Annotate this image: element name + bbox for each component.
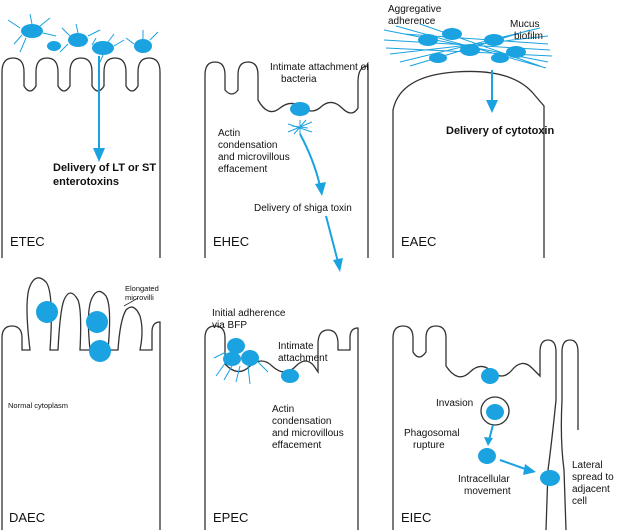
etec-delivery-label: enterotoxins [53,176,119,188]
eaec-bacterium [418,34,438,46]
ehec-actin-pedestal [287,119,313,135]
etec-fimbriae [7,13,159,63]
ehec-panel-name: EHEC [213,234,249,249]
etec-bacteria [7,13,159,63]
etec-bacterium [21,24,43,38]
ehec-attach-label: Intimate attachment of [270,62,369,73]
epec-bacterium [223,352,241,366]
ehec-toxin-arrowhead-2 [333,258,343,272]
eiec-phagosomal-label: Phagosomal [404,428,460,439]
eiec-rupture-arrow [488,424,494,441]
eiec-lateral-label: spread to [572,472,614,483]
ehec-toxin-arrow [299,133,321,187]
panel-ehec: Intimate attachment of bacteria Actin co… [204,61,369,272]
etec-toxin-arrowhead [93,148,105,162]
daec-panel-name: DAEC [9,510,45,525]
daec-microvilli-pointer [123,297,139,307]
daec-cytoplasm-label: Normal cytoplasm [8,401,68,410]
eaec-mucus-label: Mucus [510,19,539,30]
eaec-aggregative-label: Aggregative [388,4,442,15]
eiec-lateral-label: adjacent [572,484,610,495]
eiec-movement-label: movement [464,486,511,497]
eaec-bacterium [491,53,509,63]
etec-delivery-label: Delivery of LT or ST [53,162,156,174]
epec-actin-label: condensation [272,416,332,427]
ehec-toxin-arrowhead [315,182,326,196]
ehec-bacterium [290,102,310,116]
daec-cell-outline [1,277,161,530]
ehec-actin-label: effacement [218,164,268,175]
daec-bacterium [86,311,108,333]
ehec-actin-label: and microvillous [218,152,290,163]
eiec-spread-arrowhead [523,464,536,475]
eiec-lateral-label: Lateral [572,460,603,471]
epec-intimate-label: Intimate [278,341,314,352]
epec-bfp-fimbriae [213,351,269,385]
panel-etec: Delivery of LT or ST enterotoxins ETEC [1,13,161,258]
eiec-phagosome [480,396,510,426]
epec-actin-label: Actin [272,404,294,415]
panel-eaec: Aggregative adherence Mucus biofilm Deli… [383,4,554,258]
eiec-panel-name: EIEC [401,510,431,525]
epec-bacterium [227,338,245,354]
eiec-spread-arrow [499,459,529,471]
eiec-bacterium [486,404,504,420]
daec-microvilli-label: Elongated [125,284,159,293]
panel-daec: Elongated microvilli Normal cytoplasm DA… [1,277,161,530]
epec-initial-label: Initial adherence [212,308,286,319]
eiec-rupture-arrowhead [484,437,493,446]
ehec-toxin-arrow-2 [325,215,339,263]
eiec-bacterium [540,470,560,486]
panel-eiec: Invasion Phagosomal rupture Intracellula… [392,325,614,531]
etec-bacterium [47,41,61,51]
eaec-cytotoxin-label: Delivery of cytotoxin [446,125,554,137]
eaec-cell-outline [392,70,545,258]
epec-panel-name: EPEC [213,510,248,525]
ehec-toxin-label: Delivery of shiga toxin [254,203,352,214]
ehec-attach-label: bacteria [281,74,317,85]
eaec-mucus-label: biofilm [514,31,543,42]
daec-bacterium [89,340,111,362]
eiec-phagosomal-label: rupture [413,440,445,451]
eaec-mucus-biofilm [383,23,553,69]
eaec-bacterium [460,44,480,56]
epec-bacterium [241,350,259,366]
etec-panel-name: ETEC [10,234,45,249]
daec-microvilli-label: microvilli [125,293,154,302]
ehec-cell-outline [204,61,369,258]
eiec-bacterium [481,368,499,384]
eaec-bacterium [506,46,526,58]
epec-actin-label: effacement [272,440,322,451]
eiec-cell-outline [392,325,557,531]
eaec-toxin-arrowhead [486,100,498,113]
eiec-invasion-label: Invasion [436,398,473,409]
eaec-aggregative-label: adherence [388,16,436,27]
etec-bacterium [134,39,152,53]
eaec-bacterium [442,28,462,40]
etec-bacterium [68,33,88,47]
eiec-adjacent-cell-outline [560,339,579,531]
epec-intimate-label: attachment [278,353,328,364]
eiec-lateral-label: cell [572,496,587,507]
etec-bacterium [92,41,114,55]
eaec-bacterium [429,53,447,63]
daec-bacterium [36,301,58,323]
eaec-panel-name: EAEC [401,234,436,249]
eiec-movement-label: Intracellular [458,474,510,485]
ehec-actin-label: condensation [218,140,278,151]
epec-bacterium [281,369,299,383]
eaec-bacterium [484,34,504,46]
ehec-actin-label: Actin [218,128,240,139]
eiec-bacterium [478,448,496,464]
etec-cell-outline [1,57,161,258]
epec-initial-label: via BFP [212,320,247,331]
panel-epec: Initial adherence via BFP Intimate attac… [204,308,359,530]
epec-actin-label: and microvillous [272,428,344,439]
